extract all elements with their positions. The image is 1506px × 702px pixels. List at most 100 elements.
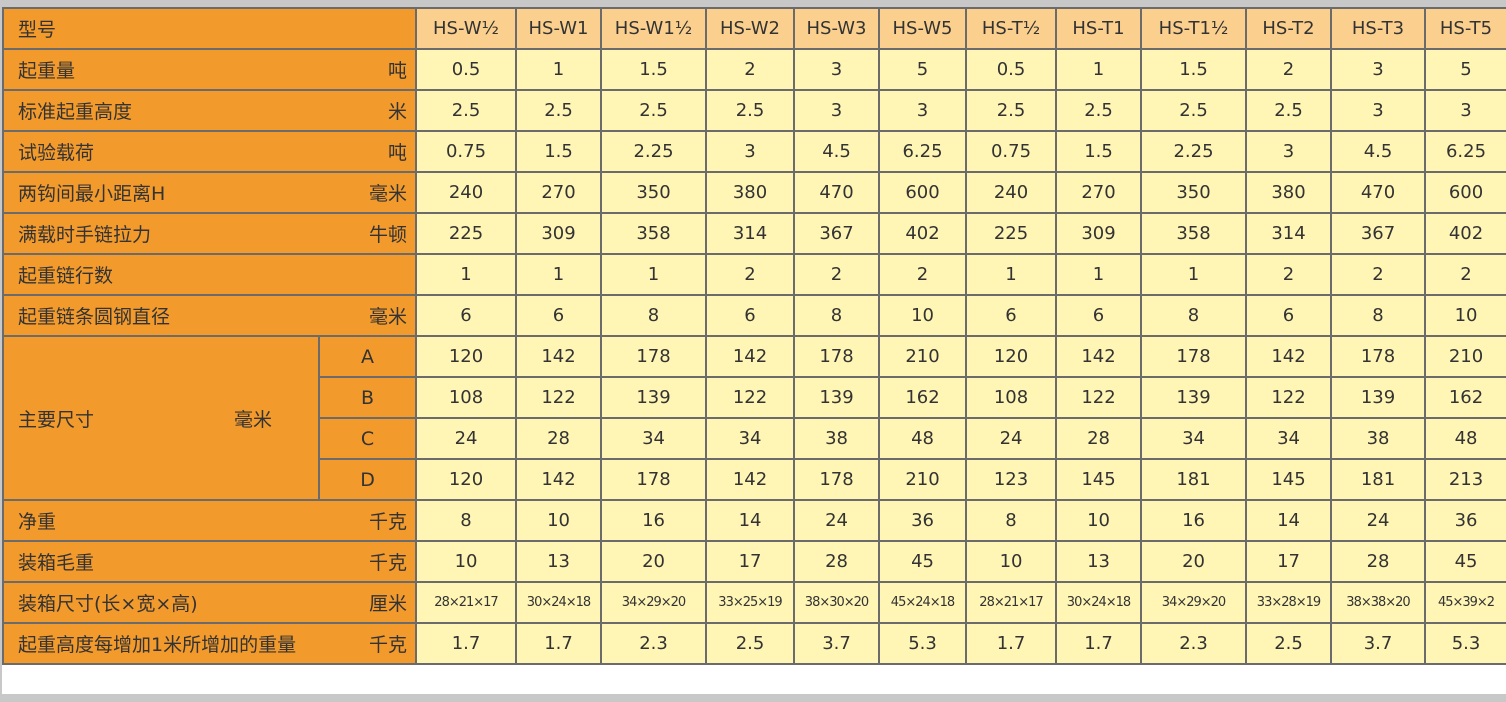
- value-cell: 1: [515, 253, 603, 296]
- value-cell: 3: [1424, 89, 1506, 132]
- value-cell: 16: [1140, 499, 1248, 542]
- value-cell: 8: [600, 294, 708, 337]
- row-label-text: 标准起重高度: [18, 101, 133, 123]
- value-cell: 1.5: [515, 130, 603, 173]
- value-cell: 0.75: [415, 130, 518, 173]
- value-cell: 120: [415, 335, 518, 378]
- model-header: HS-T3: [1330, 7, 1427, 50]
- value-cell: 225: [965, 212, 1058, 255]
- value-cell: 45: [1424, 540, 1506, 583]
- value-cell: 17: [705, 540, 796, 583]
- value-cell: 3: [878, 89, 968, 132]
- value-cell: 314: [705, 212, 796, 255]
- value-cell: 2: [1245, 253, 1333, 296]
- row-label: 毫米 起重链条圆钢直径: [2, 294, 418, 337]
- value-cell: 2: [705, 48, 796, 91]
- row-unit: 吨: [388, 142, 408, 164]
- row-label: 吨 起重量: [2, 48, 418, 91]
- value-cell: 3: [793, 89, 881, 132]
- value-cell: 178: [600, 458, 708, 501]
- value-cell: 367: [793, 212, 881, 255]
- value-cell: 14: [705, 499, 796, 542]
- value-cell: 34: [705, 417, 796, 460]
- value-cell: 139: [793, 376, 881, 419]
- model-header: HS-T2: [1245, 7, 1333, 50]
- dimension-key: C: [317, 417, 418, 460]
- row-label-text: 净重: [18, 511, 57, 533]
- value-cell: 142: [1055, 335, 1143, 378]
- row-label-text: 装箱毛重: [18, 552, 95, 574]
- value-cell: 0.5: [965, 48, 1058, 91]
- value-cell: 13: [1055, 540, 1143, 583]
- row-label-text: 两钩间最小距离H: [18, 183, 166, 205]
- value-cell: 2.5: [1055, 89, 1143, 132]
- row-unit: 千克: [369, 634, 408, 656]
- value-cell: 14: [1245, 499, 1333, 542]
- header-row: 型号 HS-W½ HS-W1 HS-W1½ HS-W2 HS-W3 HS-W5 HS-T½ HS…: [2, 7, 1506, 50]
- value-cell: 142: [1245, 335, 1333, 378]
- value-cell: 2.3: [1140, 622, 1248, 665]
- value-cell: 8: [1140, 294, 1248, 337]
- value-cell: 1: [965, 253, 1058, 296]
- dimension-label: 主要尺寸: [18, 408, 95, 431]
- row-label: 千克 起重高度每增加1米所增加的重量: [2, 622, 418, 665]
- value-cell: 6: [965, 294, 1058, 337]
- value-cell: 270: [515, 171, 603, 214]
- value-cell: 2.5: [600, 89, 708, 132]
- value-cell: 139: [1330, 376, 1427, 419]
- value-cell: 2: [793, 253, 881, 296]
- value-cell: 34×29×20: [600, 581, 708, 624]
- value-cell: 1: [1140, 253, 1248, 296]
- dimension-key: B: [317, 376, 418, 419]
- value-cell: 120: [415, 458, 518, 501]
- value-cell: 139: [600, 376, 708, 419]
- value-cell: 350: [600, 171, 708, 214]
- hoist-spec-table: 型号 HS-W½ HS-W1 HS-W1½ HS-W2 HS-W3 HS-W5 HS-T½ HS…: [2, 7, 1506, 665]
- value-cell: 2.25: [600, 130, 708, 173]
- value-cell: 123: [965, 458, 1058, 501]
- value-cell: 8: [965, 499, 1058, 542]
- value-cell: 34: [600, 417, 708, 460]
- table-row: 牛顿 满载时手链拉力 225 309 358 314 367 402 225 309 358 314 3…: [2, 212, 1506, 255]
- value-cell: 6: [415, 294, 518, 337]
- model-header: HS-W5: [878, 7, 968, 50]
- value-cell: 10: [878, 294, 968, 337]
- value-cell: 8: [415, 499, 518, 542]
- table-row: 吨试验载荷 0.75 1.5 2.25 3 4.5 6.25 0.75 1.5 2.25 3 4.5 6…: [2, 130, 1506, 173]
- value-cell: 28: [793, 540, 881, 583]
- value-cell: 20: [1140, 540, 1248, 583]
- dimension-key: A: [317, 335, 418, 378]
- value-cell: 181: [1330, 458, 1427, 501]
- value-cell: 600: [1424, 171, 1506, 214]
- table-row: 毫米 两钩间最小距离H 240 270 350 380 470 600 240 270 350 380…: [2, 171, 1506, 214]
- value-cell: 6: [1245, 294, 1333, 337]
- model-header: HS-W1: [515, 7, 603, 50]
- row-label-text: 装箱尺寸(长×宽×高): [18, 593, 198, 615]
- value-cell: 6: [705, 294, 796, 337]
- row-label: 米 标准起重高度: [2, 89, 418, 132]
- value-cell: 142: [705, 335, 796, 378]
- row-unit: 毫米: [369, 306, 408, 328]
- value-cell: 210: [878, 335, 968, 378]
- value-cell: 4.5: [1330, 130, 1427, 173]
- value-cell: 1.7: [965, 622, 1058, 665]
- value-cell: 2: [1424, 253, 1506, 296]
- value-cell: 181: [1140, 458, 1248, 501]
- value-cell: 270: [1055, 171, 1143, 214]
- value-cell: 470: [793, 171, 881, 214]
- value-cell: 2.3: [600, 622, 708, 665]
- value-cell: 240: [415, 171, 518, 214]
- value-cell: 3.7: [793, 622, 881, 665]
- value-cell: 33×28×19: [1245, 581, 1333, 624]
- value-cell: 162: [1424, 376, 1506, 419]
- value-cell: 402: [1424, 212, 1506, 255]
- value-cell: 10: [1424, 294, 1506, 337]
- value-cell: 2.5: [415, 89, 518, 132]
- value-cell: 3: [705, 130, 796, 173]
- value-cell: 2.25: [1140, 130, 1248, 173]
- value-cell: 24: [415, 417, 518, 460]
- value-cell: 45×24×18: [878, 581, 968, 624]
- value-cell: 2.5: [705, 622, 796, 665]
- model-header: HS-T½: [965, 7, 1058, 50]
- value-cell: 10: [965, 540, 1058, 583]
